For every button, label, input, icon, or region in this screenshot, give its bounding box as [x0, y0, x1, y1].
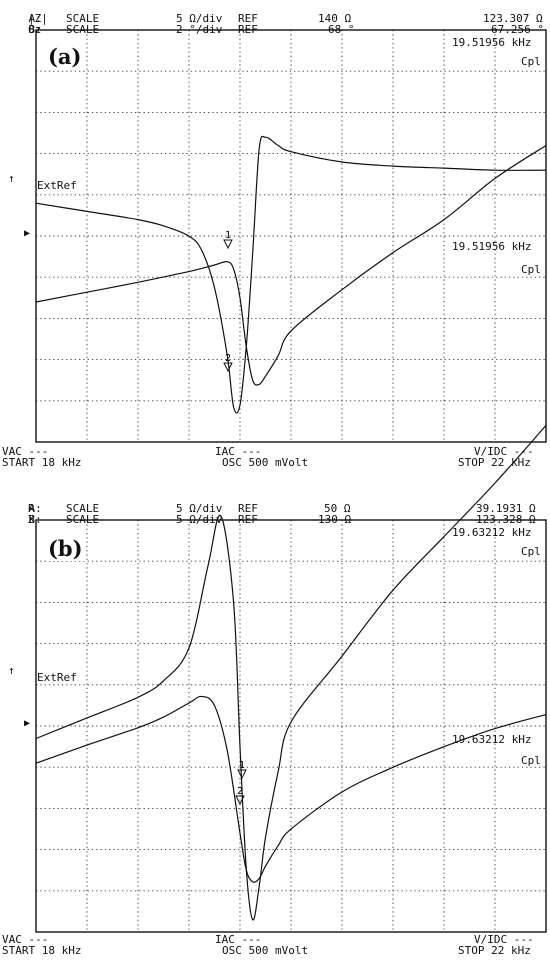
- ref-label: REF: [238, 502, 258, 515]
- panel-b: A: R SCALE 5 Ω/div REF 50 Ω 39.1931 Ω B: X SCALE…: [0, 425, 550, 960]
- trace-r-line: [35, 425, 547, 921]
- channel-label: B:: [28, 23, 42, 36]
- vac-label: VAC ---: [2, 445, 49, 458]
- trace-z-line: [35, 144, 547, 386]
- plot-frame: [35, 29, 547, 443]
- parameter-label: |Z|: [28, 12, 48, 25]
- oscillator-level: OSC 500 mVolt: [222, 944, 309, 957]
- scale-value: 5 Ω/div: [176, 502, 223, 515]
- reference-level-marker-icon: ▶: [24, 718, 31, 729]
- marker-2-mode: Cpl: [521, 263, 541, 276]
- marker-2-mode: Cpl: [521, 754, 541, 767]
- reference-level-marker-icon: ▶: [24, 228, 31, 239]
- marker-1-frequency: 19.63212 kHz: [452, 526, 532, 539]
- trace-a-header: A: |Z| SCALE 5 Ω/div REF 140 Ω 123.307 Ω: [2, 1, 543, 37]
- scale-label: SCALE: [66, 502, 100, 515]
- plot-frame: [35, 519, 547, 933]
- marker-triangle-icon: [223, 239, 233, 250]
- ref-value: 50 Ω: [324, 502, 351, 515]
- marker-1-mode: Cpl: [521, 55, 541, 68]
- panel-a: A: |Z| SCALE 5 Ω/div REF 140 Ω 123.307 Ω B: θz S…: [0, 0, 550, 472]
- trace-x-line: [35, 695, 547, 883]
- start-frequency: START 18 kHz: [2, 456, 82, 469]
- channel-label: A:: [28, 12, 42, 25]
- channel-label: A:: [28, 502, 42, 515]
- stop-frequency: STOP 22 kHz: [458, 944, 531, 957]
- up-arrow-icon: ↑: [8, 664, 15, 677]
- panel-label: (a): [46, 44, 84, 69]
- scale-label: SCALE: [66, 12, 100, 25]
- oscillator-level: OSC 500 mVolt: [222, 456, 309, 469]
- up-arrow-icon: ↑: [8, 172, 15, 185]
- marker-number-icon: 1: [239, 760, 245, 771]
- iac-label: IAC ---: [215, 933, 262, 946]
- marker-number-icon: 2: [225, 353, 231, 364]
- vidc-label: V/IDC ---: [474, 933, 534, 946]
- impedance-plot-b: 12: [35, 425, 547, 933]
- impedance-plot-a: 12: [35, 29, 547, 443]
- marker-triangle-icon: [223, 362, 233, 373]
- marker-1-mode: Cpl: [521, 545, 541, 558]
- marker-number-icon: 2: [237, 786, 243, 797]
- marker-2-frequency: 19.63212 kHz: [452, 733, 532, 746]
- ref-label: REF: [238, 12, 258, 25]
- start-frequency: START 18 kHz: [2, 944, 82, 957]
- marker-triangle-icon: [237, 769, 247, 780]
- parameter-label: R: [28, 502, 35, 515]
- marker-number-icon: 1: [225, 230, 231, 241]
- channel-label: B:: [28, 513, 42, 526]
- iac-label: IAC ---: [215, 445, 262, 458]
- trace-a-header: A: R SCALE 5 Ω/div REF 50 Ω 39.1931 Ω: [2, 491, 536, 527]
- parameter-label: X: [28, 513, 35, 526]
- marker-triangle-icon: [235, 795, 245, 806]
- ext-ref-label: ExtRef: [37, 671, 77, 684]
- marker-readout: 123.307 Ω: [483, 12, 543, 25]
- marker-2-frequency: 19.51956 kHz: [452, 240, 532, 253]
- marker-readout: 39.1931 Ω: [476, 502, 536, 515]
- vac-label: VAC ---: [2, 933, 49, 946]
- panel-label: (b): [46, 536, 85, 561]
- marker-1-frequency: 19.51956 kHz: [452, 36, 532, 49]
- scale-value: 5 Ω/div: [176, 12, 223, 25]
- ext-ref-label: ExtRef: [37, 179, 77, 192]
- stop-frequency: STOP 22 kHz: [458, 456, 531, 469]
- parameter-label: θz: [28, 23, 42, 36]
- trace-z-line: [35, 135, 547, 414]
- ref-value: 140 Ω: [318, 12, 352, 25]
